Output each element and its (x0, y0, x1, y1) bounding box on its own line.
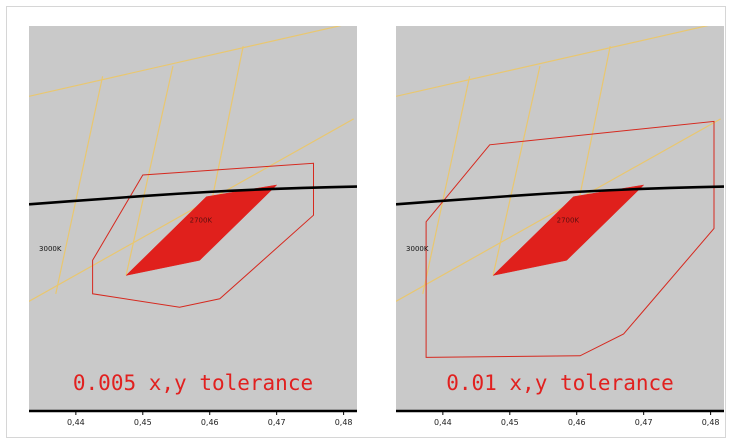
chart-panel-1: 3000K 2700K 0.005 x,y tolerance 0,44 0,45 0,4… (29, 26, 357, 427)
isotemperature-line (29, 26, 342, 97)
x-tick-label: 0,48 (702, 418, 720, 427)
x-tick-label: 0,44 (67, 418, 85, 427)
x-tick-label: 0,46 (568, 418, 586, 427)
planckian-locus (29, 185, 357, 206)
x-tick-label: 0,48 (335, 418, 353, 427)
x-tick-label: 0,45 (134, 418, 152, 427)
plot-area: 3000K 2700K (29, 26, 357, 308)
isotemperature-line (492, 66, 541, 276)
chart-caption: 0.01 x,y tolerance (446, 371, 674, 395)
target-quadrangle (492, 184, 645, 276)
isotemperature-line (422, 76, 471, 294)
tolerance-polygon (425, 120, 715, 358)
x-tick-label: 0,45 (501, 418, 519, 427)
chart-caption: 0.005 x,y tolerance (73, 371, 313, 395)
tolerance-polygon (92, 162, 314, 308)
isotemperature-line (55, 76, 104, 294)
isotemperature-line (396, 118, 721, 302)
cct-label: 3000K (39, 245, 62, 253)
plot-area: 3000K 2700K (396, 26, 724, 358)
x-tick-label: 0,47 (268, 418, 286, 427)
planckian-locus (396, 185, 724, 206)
chart-panel-2: 3000K 2700K 0.01 x,y tolerance 0,44 0,45 0,46… (396, 26, 724, 427)
x-tick-label: 0,47 (635, 418, 653, 427)
x-tick-label: 0,44 (434, 418, 452, 427)
cct-label: 2700K (190, 217, 213, 225)
isotemperature-line (125, 66, 174, 276)
target-quadrangle (125, 184, 278, 276)
isotemperature-line (396, 26, 709, 97)
cct-label: 3000K (406, 245, 429, 253)
cct-label: 2700K (557, 217, 580, 225)
isotemperature-line (29, 118, 354, 302)
x-tick-label: 0,46 (201, 418, 219, 427)
